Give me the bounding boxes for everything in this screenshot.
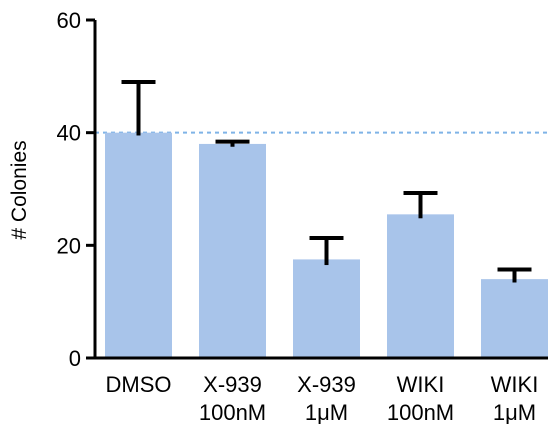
- y-ticks-layer: 0 20 40 60: [57, 8, 95, 371]
- x-category-label-line: 100nM: [199, 400, 266, 425]
- x-category-label: WIKI 1μM: [491, 372, 539, 425]
- x-category-label-line: 1μM: [305, 400, 348, 425]
- bar: [105, 132, 172, 358]
- error-bar: [121, 79, 156, 136]
- x-category-label-line: X-939: [297, 372, 356, 397]
- x-category-label-line: 1μM: [493, 400, 536, 425]
- x-category-label: X-939 1μM: [297, 372, 356, 425]
- y-axis-title: # Colonies: [8, 140, 31, 239]
- bar: [387, 214, 454, 358]
- x-category-label: DMSO: [106, 372, 172, 397]
- error-bar: [215, 139, 250, 147]
- error-bar: [309, 236, 344, 266]
- y-axis-title-group: # Colonies: [8, 140, 31, 239]
- x-category-label-line: 100nM: [387, 400, 454, 425]
- bars-layer: [105, 132, 548, 358]
- error-bar: [497, 267, 532, 283]
- bar: [199, 143, 266, 358]
- x-category-label-line: WIKI: [491, 372, 539, 397]
- y-tick-label: 60: [57, 8, 81, 33]
- x-category-label: WIKI 100nM: [387, 372, 454, 425]
- x-category-label-line: DMSO: [106, 372, 172, 397]
- x-category-label-line: X-939: [203, 372, 262, 397]
- axes-layer: [93, 20, 548, 360]
- y-tick-label: 40: [57, 121, 81, 146]
- y-tick-label: 0: [69, 346, 81, 371]
- y-tick-label: 20: [57, 233, 81, 258]
- x-category-label-line: WIKI: [397, 372, 445, 397]
- category-labels-layer: DMSO X-939 100nM X-939 1μM WIKI 100nM WIKI 1μM: [106, 372, 539, 425]
- bar: [481, 279, 548, 358]
- error-bar: [403, 190, 438, 219]
- error-bars-layer: [121, 79, 532, 283]
- x-category-label: X-939 100nM: [199, 372, 266, 425]
- bar: [293, 259, 360, 358]
